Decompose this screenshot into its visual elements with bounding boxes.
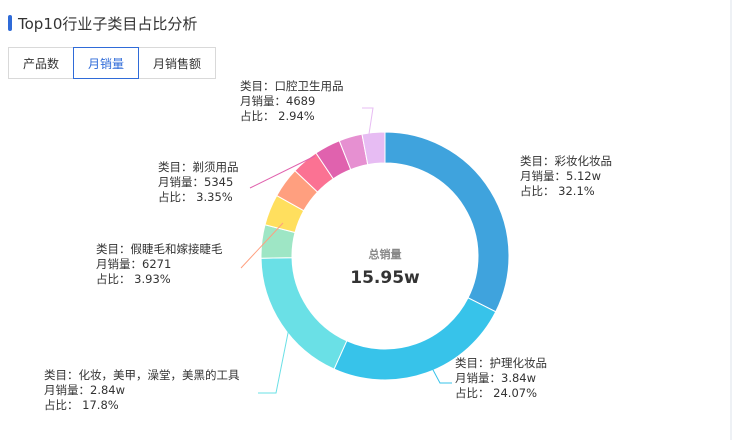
slice-label-line: 类目：假睫毛和嫁接睫毛 [96, 242, 223, 256]
slice-label-line: 类目：口腔卫生用品 [240, 79, 344, 93]
slice-label-line: 类目：彩妆化妆品 [520, 154, 612, 168]
slice-label-line: 月销量：4689 [240, 94, 315, 108]
slice-label-line: 月销量：5345 [158, 175, 233, 189]
center-caption: 总销量 [369, 247, 402, 261]
leader-line [258, 327, 290, 394]
leader-line [362, 107, 374, 135]
slice-label-line: 类目：护理化妆品 [455, 356, 547, 370]
slice-label-line: 类目：化妆，美甲，澡堂，美黑的工具 [44, 368, 240, 382]
section-header: Top10行业子类目占比分析 [8, 12, 197, 34]
slice-label-line: 月销量：2.84w [44, 383, 125, 397]
section-title: Top10行业子类目占比分析 [18, 14, 198, 33]
tab-monthly-sales-volume[interactable]: 月销量 [73, 47, 140, 79]
slice-label-line: 月销量：3.84w [455, 371, 536, 385]
slice-label-line: 月销量：5.12w [520, 169, 601, 183]
slice-label-line: 类目：剃须用品 [158, 160, 239, 174]
slice-label-line: 月销量：6271 [96, 257, 171, 271]
slice-label-line: 占比： 2.94% [240, 109, 315, 123]
slice-label-line: 占比： 3.93% [96, 272, 171, 286]
leader-line [249, 155, 316, 189]
leader-line [431, 367, 452, 384]
title-accent-bar [8, 15, 12, 31]
center-total-value: 15.95w [350, 268, 420, 288]
leader-line [240, 222, 284, 269]
slice-label-line: 占比： 24.07% [455, 386, 537, 400]
metric-tabs: 产品数 月销量 月销售额 [8, 47, 217, 79]
panel-edge [730, 0, 732, 440]
slice-label-line: 占比： 32.1% [520, 184, 595, 198]
donut-slice[interactable] [260, 257, 348, 370]
slice-label-line: 占比： 17.8% [44, 398, 119, 412]
slice-label-line: 占比： 3.35% [158, 190, 233, 204]
